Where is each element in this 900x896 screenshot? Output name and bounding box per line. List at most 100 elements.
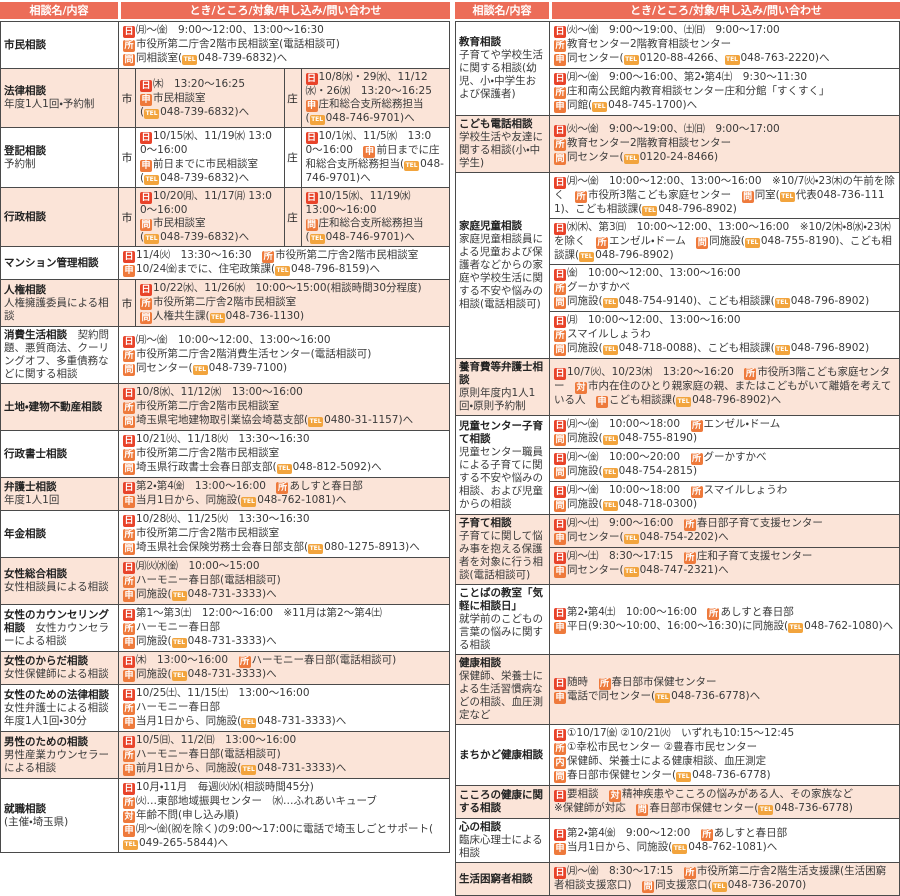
consultation-name: 女性総合相談 女性相談員による相談 [1, 558, 119, 605]
consultation-name: 教育相談 子育てや学校生活に関する相談(幼児、小・中学生および保護者) [456, 22, 550, 115]
inquiry-icon: 問 [140, 312, 152, 325]
inquiry-icon: 問 [305, 219, 318, 232]
name-title: 法律相談 [4, 85, 115, 98]
name-desc: 学校生活や友達に関する相談(小・中学生) [459, 131, 543, 169]
day-icon: 日 [554, 453, 566, 466]
name-desc: 子育てに関して悩み事を抱える保護者を対象に行う相談(電話相談可) [459, 530, 543, 582]
detail-line: 問埼玉県行政書士会春日部支部(TEL 048-812-5092)へ [123, 461, 445, 476]
detail-text: 048-731-3333)へ [187, 668, 277, 681]
day-icon: 日 [123, 736, 135, 749]
detail-text: 048-755-8190)、こども相談課( [554, 235, 892, 262]
detail-text: 市役所3階こども家庭センター [588, 189, 742, 201]
day-icon: 日 [123, 562, 135, 575]
detail-text: 0480-31-1157)へ [324, 414, 414, 427]
detail-text: 市役所第二庁舎2階市民相談室 [275, 249, 419, 262]
area-label: 市 [119, 128, 136, 187]
detail-text: あしすと春日部 [720, 605, 794, 618]
details-cell: 日第1〜第3㈯ 12:00〜16:00 ※11月は第2〜第4㈯所ハーモニー春日部… [119, 605, 449, 651]
day-icon: 日 [123, 251, 135, 264]
day-icon: 日 [554, 269, 566, 282]
name-title-text: 児童センター子育て相談 [459, 419, 543, 445]
tel-icon: TEL [623, 534, 639, 545]
detail-text: 同相談室( [136, 52, 183, 64]
area-label: 庄 [285, 187, 302, 247]
apply-icon: 申 [140, 159, 152, 172]
detail-text: 048-739-6832)へ [160, 105, 250, 118]
tel-icon: TEL [602, 345, 618, 356]
detail-line: 申平日(9:30〜10:00、16:00〜16:30)に同施設(TEL 048-7… [554, 620, 895, 634]
consultation-details: 日第2・第4㈮ 9:00〜12:00 所あしすと春日部申当月1日から、同施設(T… [550, 819, 899, 862]
tel-icon: TEL [182, 55, 198, 65]
detail-text: 048-739-6832)へ [160, 171, 250, 184]
detail-text: 049-265-5844)へ [139, 837, 228, 850]
detail-line: 日 11/4㈫ 13:30〜16:30 所市役所第二庁舎2階市民相談室 [123, 249, 445, 264]
name-title: 児童センター子育て相談 [459, 420, 546, 446]
detail-line: 問春日部市保健センター(TEL 048-736-6778) [554, 769, 895, 784]
table-row: こども電話相談 学校生活や友達に関する相談(小・中学生) 日㈫〜㈮ 9:00〜19:… [456, 116, 899, 173]
tel-icon: TEL [592, 102, 608, 112]
header-details: とき/ところ/対象/申し込み/問い合わせ [121, 2, 450, 19]
name-title: 健康相談 [459, 657, 546, 670]
apply-icon: 申 [123, 590, 135, 603]
detail-text: ハーモニー春日部(電話相談可) [251, 654, 397, 667]
table-row: 土地・建物不動産相談 日 10/8㈬、11/12㈬ 13:00〜16:00 所市役所第… [1, 384, 449, 432]
day-icon: 日 [140, 191, 152, 204]
tel-icon: TEL [642, 206, 658, 216]
name-title-text: 女性のからだ相談 [4, 655, 88, 668]
consultation-details: 日 10/25㈯、11/15㈯ 13:00〜16:00 所ハーモニー春日部申当月1日… [119, 685, 449, 731]
name-title-text: 登記相談 [4, 144, 46, 157]
detail-line: ※保健師が対応 問春日部市保健センター(TEL 048-736-6778) [554, 802, 895, 817]
detail-line: (TEL 048-746-9701)へ [306, 231, 446, 245]
detail-line: 申市民相談室 [140, 92, 280, 106]
detail-text: 048-736-6778)へ [671, 689, 761, 702]
day-icon: 日 [140, 284, 152, 297]
detail-line: 所市役所第二庁舎2階消費生活センター(電話相談可) [123, 348, 445, 363]
tel-icon: TEL [623, 154, 639, 164]
place-icon: 所 [140, 298, 152, 311]
tel-icon: TEL [209, 313, 225, 324]
detail-text: 048-746-9701)へ [325, 231, 415, 244]
detail-text: ㈪ 10:00〜12:00、13:00〜16:00 [567, 314, 741, 327]
name-title-text: 心の相談 [459, 821, 501, 834]
tel-icon: TEL [241, 718, 257, 729]
detail-line: 内保健師、栄養士による健康相談、血圧測定 [554, 755, 895, 770]
tel-icon: TEL [779, 192, 795, 202]
place-icon: 所 [123, 350, 135, 363]
detail-text: 11/4㈫ 13:30〜16:30 [136, 249, 263, 262]
tel-icon: TEL [676, 397, 692, 408]
details-subrow: 日㈪〜㈮ 10:00〜18:00 所スマイルしょうわ問同施設(TEL 048-71… [550, 482, 899, 514]
place-icon: 所 [700, 828, 713, 841]
inquiry-icon: 問 [554, 467, 566, 480]
tel-icon: TEL [758, 805, 774, 816]
inquiry-icon: 問 [554, 500, 566, 513]
consultation-details: 日㈪〜㈮ 10:00〜12:00、13:00〜16:00 所市役所第二庁舎2階消費… [119, 327, 449, 383]
table-row: 女性のカウンセリング相談 女性カウンセラーによる相談日第1〜第3㈯ 12:00〜… [1, 605, 449, 653]
name-title-text: 家庭児童相談 [459, 220, 522, 233]
consultation-details: 日 ①10/17㈮ ②10/21㈫ いずれも10:15〜12:45 所 ①幸松市民セン… [550, 725, 899, 785]
inquiry-icon: 問 [554, 344, 566, 357]
detail-line: 所ハーモニー春日部 [123, 701, 445, 716]
detail-line: 問市民相談室 [140, 217, 280, 232]
consultation-name: 就職相談 (主催・埼玉県) [1, 779, 119, 853]
consultation-name: こころの健康に関する相談 [456, 786, 550, 819]
name-title: 市民相談 [4, 39, 115, 52]
name-desc: (主催・埼玉県) [4, 815, 69, 828]
consultation-name: 心の相談 臨床心理士による相談 [456, 819, 550, 863]
detail-line: 日随時 所春日部市保健センター [554, 676, 895, 690]
detail-text: 048-736-2070) [727, 879, 807, 892]
detail-text: 市内在住のひとり親家庭の親、またはこどもがいて離婚を考えている人 [554, 380, 892, 407]
details-subrow: 日㈪〜㈯ 8:30〜17:15 所庄和子育て支援センター申同センター(TEL 04… [550, 548, 899, 580]
detail-text: 048-796-8902)へ [692, 394, 782, 407]
detail-line: 申当月1日から、同施設(TEL 048-762-1081)へ [554, 841, 895, 855]
detail-line: 日㈫〜㈮ 9:00〜19:00、㈯㈰ 9:00〜17:00 [554, 24, 895, 38]
details-cell: 日 10/8㈬、11/12㈬ 13:00〜16:00 所市役所第二庁舎2階市民相談室… [119, 384, 449, 430]
detail-text: 春日部市保健センター [611, 675, 717, 688]
tel-icon: TEL [171, 671, 187, 682]
details-stack: 日㈪〜㈮ 10:00〜18:00 所エンゼル・ドーム問同施設(TEL 048-75… [550, 416, 899, 514]
detail-text: グーかすかべ [567, 281, 630, 294]
name-title-text: ことばの教室「気軽に相談日」 [459, 587, 543, 613]
details-subrow: 日㈪〜㈮ 10:00〜12:00、13:00〜16:00 ※10/7㈫・23㈭の… [550, 173, 899, 220]
tel-icon: TEL [308, 417, 324, 428]
details-cell: 日㈪〜㈮ 10:00〜12:00、13:00〜16:00 所市役所第二庁舎2階消費… [119, 327, 449, 383]
name-title-text: まちかど健康相談 [459, 748, 543, 761]
